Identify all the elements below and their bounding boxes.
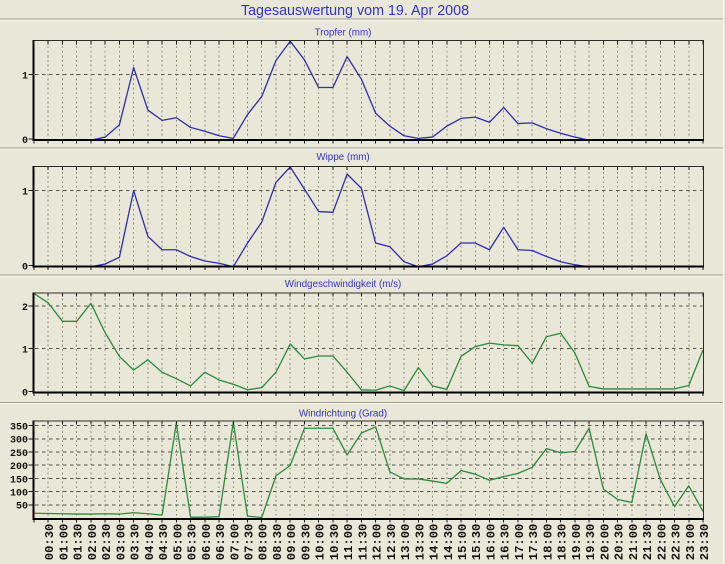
svg-text:18:30: 18:30 bbox=[556, 524, 570, 561]
svg-text:17:30: 17:30 bbox=[527, 524, 541, 561]
svg-text:20:00: 20:00 bbox=[598, 524, 612, 561]
svg-text:09:00: 09:00 bbox=[285, 524, 299, 561]
svg-text:15:30: 15:30 bbox=[470, 524, 484, 561]
svg-text:1: 1 bbox=[22, 72, 28, 83]
svg-text:22:30: 22:30 bbox=[670, 524, 684, 561]
svg-text:23:00: 23:00 bbox=[684, 524, 698, 561]
svg-text:16:00: 16:00 bbox=[484, 524, 498, 561]
svg-text:18:00: 18:00 bbox=[541, 524, 555, 561]
svg-text:07:30: 07:30 bbox=[243, 524, 257, 561]
svg-text:15:00: 15:00 bbox=[456, 524, 470, 561]
svg-text:300: 300 bbox=[10, 436, 28, 447]
svg-text:05:00: 05:00 bbox=[171, 524, 185, 561]
svg-text:08:00: 08:00 bbox=[257, 524, 271, 561]
svg-text:02:30: 02:30 bbox=[100, 524, 114, 561]
svg-text:09:30: 09:30 bbox=[299, 524, 313, 561]
svg-text:03:00: 03:00 bbox=[114, 524, 128, 561]
svg-text:14:00: 14:00 bbox=[428, 524, 442, 561]
svg-text:350: 350 bbox=[10, 423, 28, 434]
svg-text:21:30: 21:30 bbox=[641, 524, 655, 561]
svg-text:0: 0 bbox=[22, 136, 28, 147]
svg-text:11:00: 11:00 bbox=[342, 524, 356, 561]
svg-text:Windgeschwindigkeit (m/s): Windgeschwindigkeit (m/s) bbox=[285, 279, 402, 290]
svg-text:50: 50 bbox=[16, 502, 28, 513]
svg-text:Windrichtung (Grad): Windrichtung (Grad) bbox=[299, 408, 387, 419]
svg-text:12:00: 12:00 bbox=[371, 524, 385, 561]
svg-text:Wippe (mm): Wippe (mm) bbox=[316, 152, 369, 163]
svg-text:11:30: 11:30 bbox=[356, 524, 370, 561]
svg-text:03:30: 03:30 bbox=[129, 524, 143, 561]
svg-text:04:00: 04:00 bbox=[143, 524, 157, 561]
svg-text:13:00: 13:00 bbox=[399, 524, 413, 561]
svg-text:07:00: 07:00 bbox=[228, 524, 242, 561]
svg-text:250: 250 bbox=[10, 449, 28, 460]
svg-text:02:00: 02:00 bbox=[86, 524, 100, 561]
svg-text:0: 0 bbox=[22, 388, 28, 399]
svg-text:10:00: 10:00 bbox=[314, 524, 328, 561]
svg-text:06:30: 06:30 bbox=[214, 524, 228, 561]
svg-text:21:00: 21:00 bbox=[627, 524, 641, 561]
svg-text:01:30: 01:30 bbox=[72, 524, 86, 561]
svg-text:19:00: 19:00 bbox=[570, 524, 584, 561]
svg-text:06:00: 06:00 bbox=[200, 524, 214, 561]
svg-text:10:30: 10:30 bbox=[328, 524, 342, 561]
svg-text:14:30: 14:30 bbox=[442, 524, 456, 561]
svg-text:0: 0 bbox=[22, 262, 28, 273]
svg-text:1: 1 bbox=[22, 346, 28, 357]
svg-text:2: 2 bbox=[22, 303, 28, 314]
svg-text:Tropfer (mm): Tropfer (mm) bbox=[315, 27, 372, 38]
svg-text:16:30: 16:30 bbox=[499, 524, 513, 561]
svg-text:150: 150 bbox=[10, 475, 28, 486]
svg-text:200: 200 bbox=[10, 462, 28, 473]
svg-text:00:30: 00:30 bbox=[43, 524, 57, 561]
svg-text:20:30: 20:30 bbox=[613, 524, 627, 561]
svg-text:12:30: 12:30 bbox=[385, 524, 399, 561]
svg-text:23:30: 23:30 bbox=[698, 524, 712, 561]
svg-text:04:30: 04:30 bbox=[157, 524, 171, 561]
svg-text:17:00: 17:00 bbox=[513, 524, 527, 561]
svg-text:1: 1 bbox=[22, 188, 28, 199]
svg-text:100: 100 bbox=[10, 489, 28, 500]
svg-text:08:30: 08:30 bbox=[271, 524, 285, 561]
svg-text:13:30: 13:30 bbox=[413, 524, 427, 561]
svg-text:19:30: 19:30 bbox=[584, 524, 598, 561]
svg-text:05:30: 05:30 bbox=[186, 524, 200, 561]
svg-text:Tagesauswertung vom 19. Apr 20: Tagesauswertung vom 19. Apr 2008 bbox=[241, 3, 469, 19]
svg-text:01:00: 01:00 bbox=[57, 524, 71, 561]
svg-text:22:00: 22:00 bbox=[655, 524, 669, 561]
